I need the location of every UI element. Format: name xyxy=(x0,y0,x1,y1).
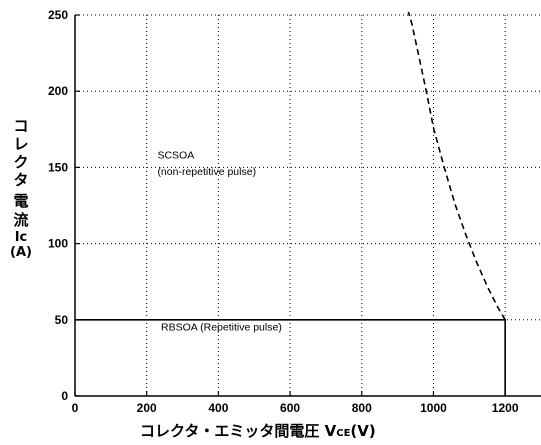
y-axis-label-char: レ xyxy=(13,135,29,153)
x-axis-label: コレクタ・エミッタ間電圧 VCE(V) xyxy=(140,420,480,441)
x-tick-label: 400 xyxy=(208,401,228,415)
y-tick-label: 50 xyxy=(55,313,69,327)
annotation-2: RBSOA (Repetitive pulse) xyxy=(161,321,282,333)
x-tick-label: 1000 xyxy=(420,401,447,415)
x-tick-label: 600 xyxy=(280,401,300,415)
y-tick-label: 0 xyxy=(61,389,68,403)
y-tick-label: 200 xyxy=(48,84,68,98)
y-tick-label: 250 xyxy=(48,8,68,22)
y-axis-label-char: ク xyxy=(13,153,29,171)
annotation-1: (non-repetitive pulse) xyxy=(157,166,256,178)
y-axis-label-char: (A) xyxy=(10,245,32,260)
y-axis-label-char: Ic xyxy=(14,230,28,245)
y-axis-label-char: 流 xyxy=(13,211,29,229)
x-tick-label: 0 xyxy=(72,401,79,415)
y-tick-label: 150 xyxy=(48,160,68,174)
y-axis-label-char: コ xyxy=(13,117,29,135)
y-axis-label-char: 電 xyxy=(13,192,29,210)
x-tick-label: 200 xyxy=(137,401,157,415)
y-tick-label: 100 xyxy=(48,237,68,251)
x-tick-label: 1200 xyxy=(492,401,519,415)
x-tick-label: 800 xyxy=(352,401,372,415)
x-axis-label-text: コレクタ・エミッタ間電圧 V xyxy=(140,422,337,440)
x-axis-label-subscript: CE xyxy=(336,428,351,439)
x-axis-label-unit: (V) xyxy=(350,422,376,440)
scsoa-curve xyxy=(407,11,506,321)
y-axis-label-char: タ xyxy=(13,171,29,189)
annotation-0: SCSOA xyxy=(157,149,194,161)
